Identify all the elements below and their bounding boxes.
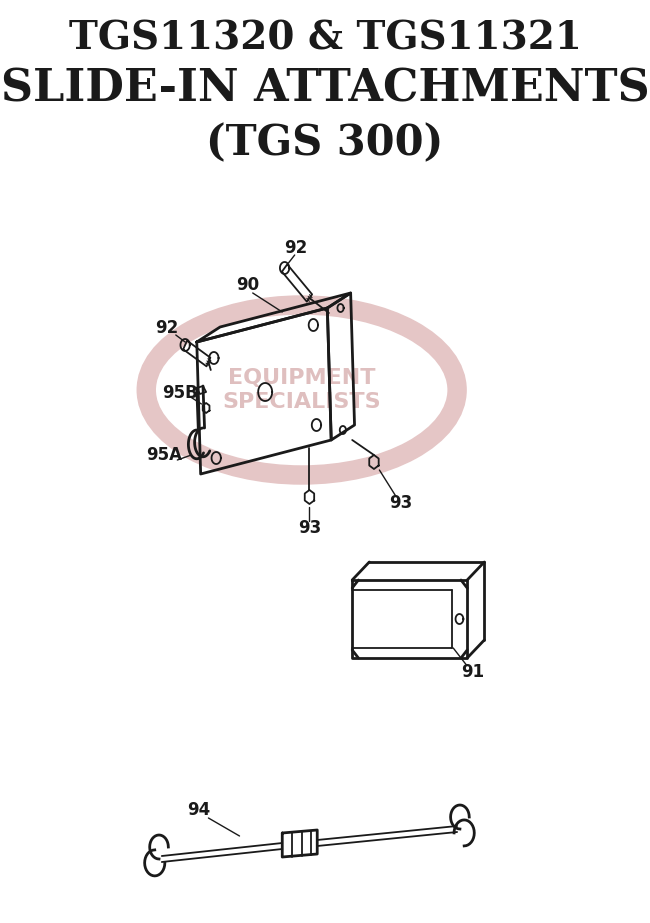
Text: 93: 93	[298, 519, 321, 537]
Text: 95A: 95A	[146, 446, 182, 464]
Text: 92: 92	[155, 319, 179, 337]
Text: (TGS 300): (TGS 300)	[206, 122, 444, 164]
Text: EQUIPMENT: EQUIPMENT	[228, 368, 376, 388]
Text: 91: 91	[461, 663, 484, 681]
Text: 94: 94	[187, 801, 211, 819]
Text: SLIDE-IN ATTACHMENTS: SLIDE-IN ATTACHMENTS	[1, 68, 649, 111]
Text: TGS11320 & TGS11321: TGS11320 & TGS11321	[68, 20, 582, 58]
Text: 90: 90	[236, 276, 259, 294]
Text: 92: 92	[285, 239, 308, 257]
Text: 93: 93	[389, 494, 413, 512]
Text: SPECIALISTS: SPECIALISTS	[222, 392, 381, 412]
Text: 95B: 95B	[162, 384, 198, 402]
